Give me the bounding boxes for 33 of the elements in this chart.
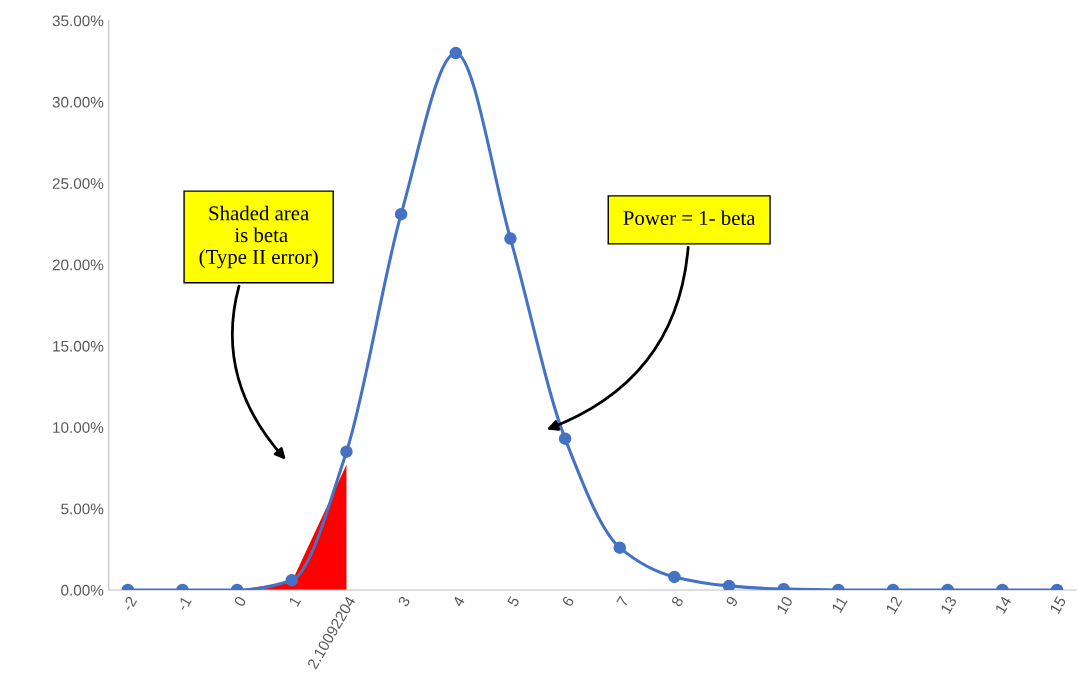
x-tick-label: 5: [506, 595, 520, 608]
x-tick-label: 14: [994, 595, 1012, 615]
y-tick-label: 0.00%: [61, 584, 104, 596]
x-tick-label: 11: [831, 595, 848, 614]
x-tick-label: -2: [121, 595, 138, 612]
x-tick-label: 1: [288, 595, 302, 607]
x-tick-label: 0: [233, 595, 247, 608]
x-tick-label: 10: [776, 595, 794, 615]
x-tick-label: 15: [1049, 595, 1067, 615]
x-tick-label: 8: [670, 595, 684, 608]
x-tick-label: 9: [725, 595, 739, 608]
y-tick-label: 5.00%: [61, 503, 104, 515]
x-tick-label: 6: [561, 595, 575, 608]
x-tick-label: 13: [940, 595, 958, 615]
y-tick-label: 30.00%: [52, 96, 104, 108]
y-tick-label: 20.00%: [52, 259, 104, 271]
y-tick-label: 10.00%: [53, 422, 104, 433]
point: [504, 232, 517, 245]
point: [340, 445, 353, 458]
x-tick-label: -1: [176, 595, 192, 612]
y-tick-label: 15.00%: [53, 340, 104, 352]
point: [449, 46, 463, 60]
point: [558, 432, 572, 445]
point: [394, 207, 408, 221]
x-tick-label: 7: [616, 595, 629, 608]
annotation: Shaded area is beta (Type II error): [199, 205, 318, 269]
x-tick-label: 12: [885, 595, 903, 615]
point: [722, 579, 736, 590]
y-tick-label: 35.00%: [52, 15, 104, 27]
annotation: Power = 1- beta: [623, 210, 756, 226]
x-tick-label: 3: [397, 595, 411, 608]
x-tick-label: 4: [452, 595, 466, 608]
y-tick-label: 25.00%: [52, 178, 104, 189]
